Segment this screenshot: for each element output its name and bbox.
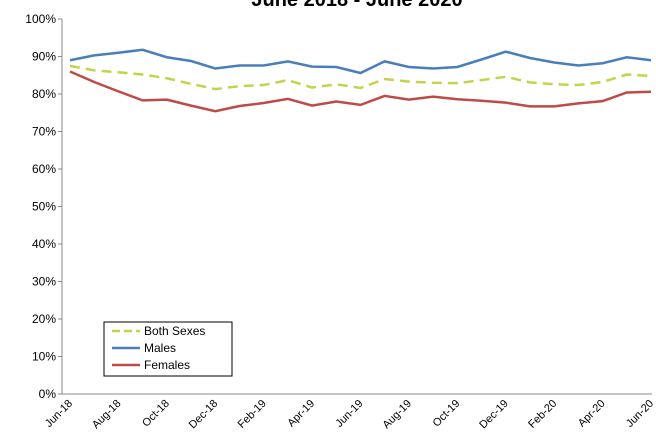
legend-label: Both Sexes bbox=[144, 324, 205, 338]
x-tick-label: Apr-20 bbox=[576, 398, 608, 430]
x-tick-label: Dec-19 bbox=[477, 398, 511, 432]
x-tick-label: Jun-18 bbox=[43, 398, 75, 430]
y-tick-label: 10% bbox=[32, 350, 56, 364]
y-tick-label: 80% bbox=[32, 87, 56, 101]
y-tick-label: 20% bbox=[32, 312, 56, 326]
x-tick-label: Oct-18 bbox=[140, 398, 172, 430]
x-tick-label: Jun-20 bbox=[624, 398, 656, 430]
legend-label: Males bbox=[144, 341, 176, 355]
line-series bbox=[69, 48, 652, 75]
y-tick-label: 40% bbox=[32, 237, 56, 251]
y-tick-label: 60% bbox=[32, 162, 56, 176]
y-tick-label: 30% bbox=[32, 275, 56, 289]
x-tick-label: Aug-18 bbox=[90, 398, 124, 432]
x-tick-label: Apr-19 bbox=[285, 398, 317, 430]
x-tick-label: Dec-18 bbox=[187, 398, 221, 432]
chart-title: June 2018 - June 2020 bbox=[251, 0, 462, 11]
x-tick-label: Aug-19 bbox=[380, 398, 414, 432]
x-tick-label: Feb-20 bbox=[526, 398, 559, 431]
x-tick-label: Oct-19 bbox=[431, 398, 463, 430]
y-tick-label: 70% bbox=[32, 125, 56, 139]
line-series bbox=[69, 64, 652, 91]
y-tick-label: 50% bbox=[32, 200, 56, 214]
line-series bbox=[69, 70, 652, 113]
x-tick-label: Feb-19 bbox=[236, 398, 269, 431]
y-tick-label: 100% bbox=[25, 12, 56, 26]
y-tick-label: 90% bbox=[32, 50, 56, 64]
legend-label: Females bbox=[144, 358, 190, 372]
x-tick-label: Jun-19 bbox=[333, 398, 365, 430]
y-tick-label: 0% bbox=[39, 387, 57, 401]
